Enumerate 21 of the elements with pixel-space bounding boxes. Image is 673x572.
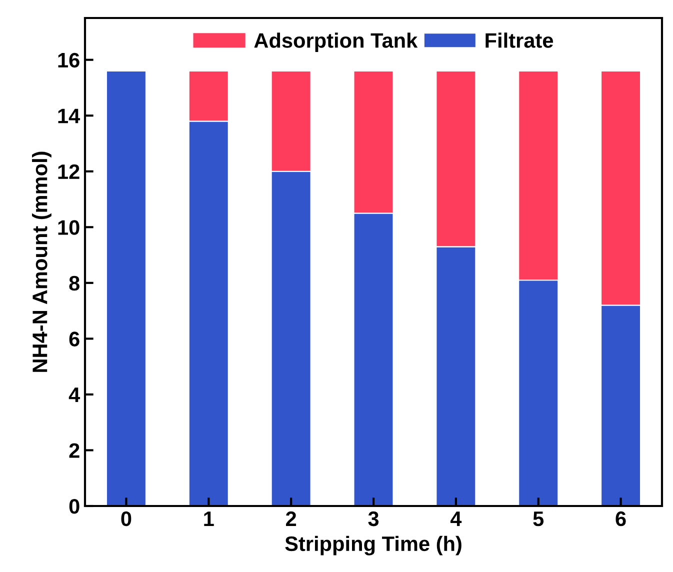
x-axis-title: Stripping Time (h) — [285, 536, 462, 556]
y-tick-label: 2 — [69, 443, 80, 458]
y-tick-label: 16 — [58, 52, 80, 68]
x-tick-label: 4 — [450, 512, 462, 526]
y-tick-label: 4 — [68, 388, 80, 402]
y-tick-label: 14 — [58, 108, 80, 124]
x-tick-label: 1 — [204, 512, 214, 526]
bar — [106, 70, 147, 506]
y-tick-label: 6 — [69, 332, 80, 346]
y-axis-title: NH4-N Amount (mmol) — [32, 152, 52, 372]
y-tick-label: 10 — [58, 220, 80, 235]
x-tick-label: 5 — [533, 512, 544, 526]
y-tick-label: 8 — [69, 276, 80, 291]
y-tick-label: 12 — [58, 164, 80, 179]
x-tick-label: 2 — [286, 511, 296, 526]
x-tick-label: 0 — [121, 511, 132, 526]
legend-label: Adsorption Tank — [254, 32, 418, 52]
legend-label: Filtrate — [486, 32, 554, 48]
y-tick-label: 0 — [69, 499, 80, 514]
x-tick-label: 6 — [616, 511, 626, 526]
x-tick-label: 3 — [368, 511, 379, 526]
